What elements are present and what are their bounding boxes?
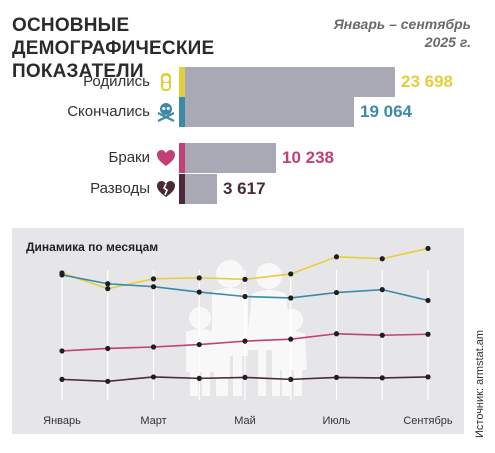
stat-marker-marriages <box>179 143 185 173</box>
family-silhouette-icon <box>186 260 307 396</box>
stat-marker-divorces <box>179 174 185 204</box>
data-point <box>333 374 340 381</box>
data-point <box>196 341 202 348</box>
x-tick-label: Сентябрь <box>403 415 453 427</box>
page-title: ОСНОВНЫЕ ДЕМОГРАФИЧЕСКИЕ ПОКАЗАТЕЛИ <box>12 15 215 82</box>
stat-label-births: Родились <box>83 73 150 90</box>
stat-label-divorces: Разводы <box>90 180 150 197</box>
data-point <box>379 375 385 381</box>
data-point <box>288 376 294 382</box>
data-point <box>196 275 202 281</box>
stat-row-marriages: Браки 10 238 <box>0 143 495 173</box>
data-point <box>196 375 202 381</box>
data-point <box>425 331 431 337</box>
x-tick-label: Март <box>140 415 166 427</box>
data-point <box>379 287 385 293</box>
x-tick-label: Май <box>234 415 256 427</box>
stat-value-divorces: 3 617 <box>223 179 266 198</box>
data-point <box>105 281 111 287</box>
data-point <box>59 272 65 278</box>
stat-bar-divorces <box>185 174 217 204</box>
data-point <box>150 284 157 290</box>
data-point <box>59 376 65 382</box>
stat-row-births: Родились 23 698 <box>0 67 495 97</box>
data-point <box>150 276 157 282</box>
stat-row-divorces: Разводы 3 617 <box>0 174 495 204</box>
data-point <box>333 331 340 337</box>
stat-label-deaths: Скончались <box>67 103 150 120</box>
stat-bar-deaths <box>185 97 354 127</box>
data-point <box>105 286 111 292</box>
data-point <box>425 245 431 252</box>
data-point <box>379 332 385 338</box>
stat-marker-deaths <box>179 97 185 127</box>
data-point <box>333 289 340 296</box>
stat-value-deaths: 19 064 <box>360 102 412 121</box>
stat-value-marriages: 10 238 <box>282 148 334 167</box>
data-point <box>105 345 111 352</box>
broken-heart-icon <box>157 181 175 197</box>
data-point <box>288 336 294 342</box>
monthly-line-chart: Январь Март Май Июль Сентябрь <box>43 245 453 427</box>
stat-value-births: 23 698 <box>401 72 453 91</box>
data-point <box>242 338 248 344</box>
data-point <box>288 295 294 301</box>
data-point <box>242 374 248 381</box>
data-point <box>333 254 340 260</box>
stat-row-deaths: Скончались 19 064 <box>0 97 495 127</box>
x-tick-label: Июль <box>322 415 350 427</box>
x-tick-label: Январь <box>43 415 81 427</box>
stat-marker-births <box>179 67 185 97</box>
stat-bar-births <box>185 67 395 97</box>
skull-crossbones-icon <box>157 103 175 122</box>
data-point <box>425 374 431 380</box>
data-point <box>242 293 248 300</box>
period-label: Январь – сентябрь 2025 г. <box>333 16 471 50</box>
data-point <box>425 297 431 304</box>
heart-icon <box>157 150 175 166</box>
data-point <box>105 378 111 384</box>
stat-bar-marriages <box>185 143 276 173</box>
baby-icon <box>161 73 171 91</box>
data-point <box>288 271 294 277</box>
data-point <box>379 256 385 262</box>
data-point <box>150 374 157 380</box>
chart-title: Динамика по месяцам <box>26 240 159 254</box>
data-point <box>196 289 202 295</box>
data-point <box>242 276 248 282</box>
stat-label-marriages: Браки <box>108 149 150 166</box>
data-point <box>59 348 65 354</box>
source-text: Источник: armstat.am <box>474 329 486 438</box>
data-point <box>150 344 157 350</box>
source-note: Источник: armstat.am <box>472 320 486 440</box>
